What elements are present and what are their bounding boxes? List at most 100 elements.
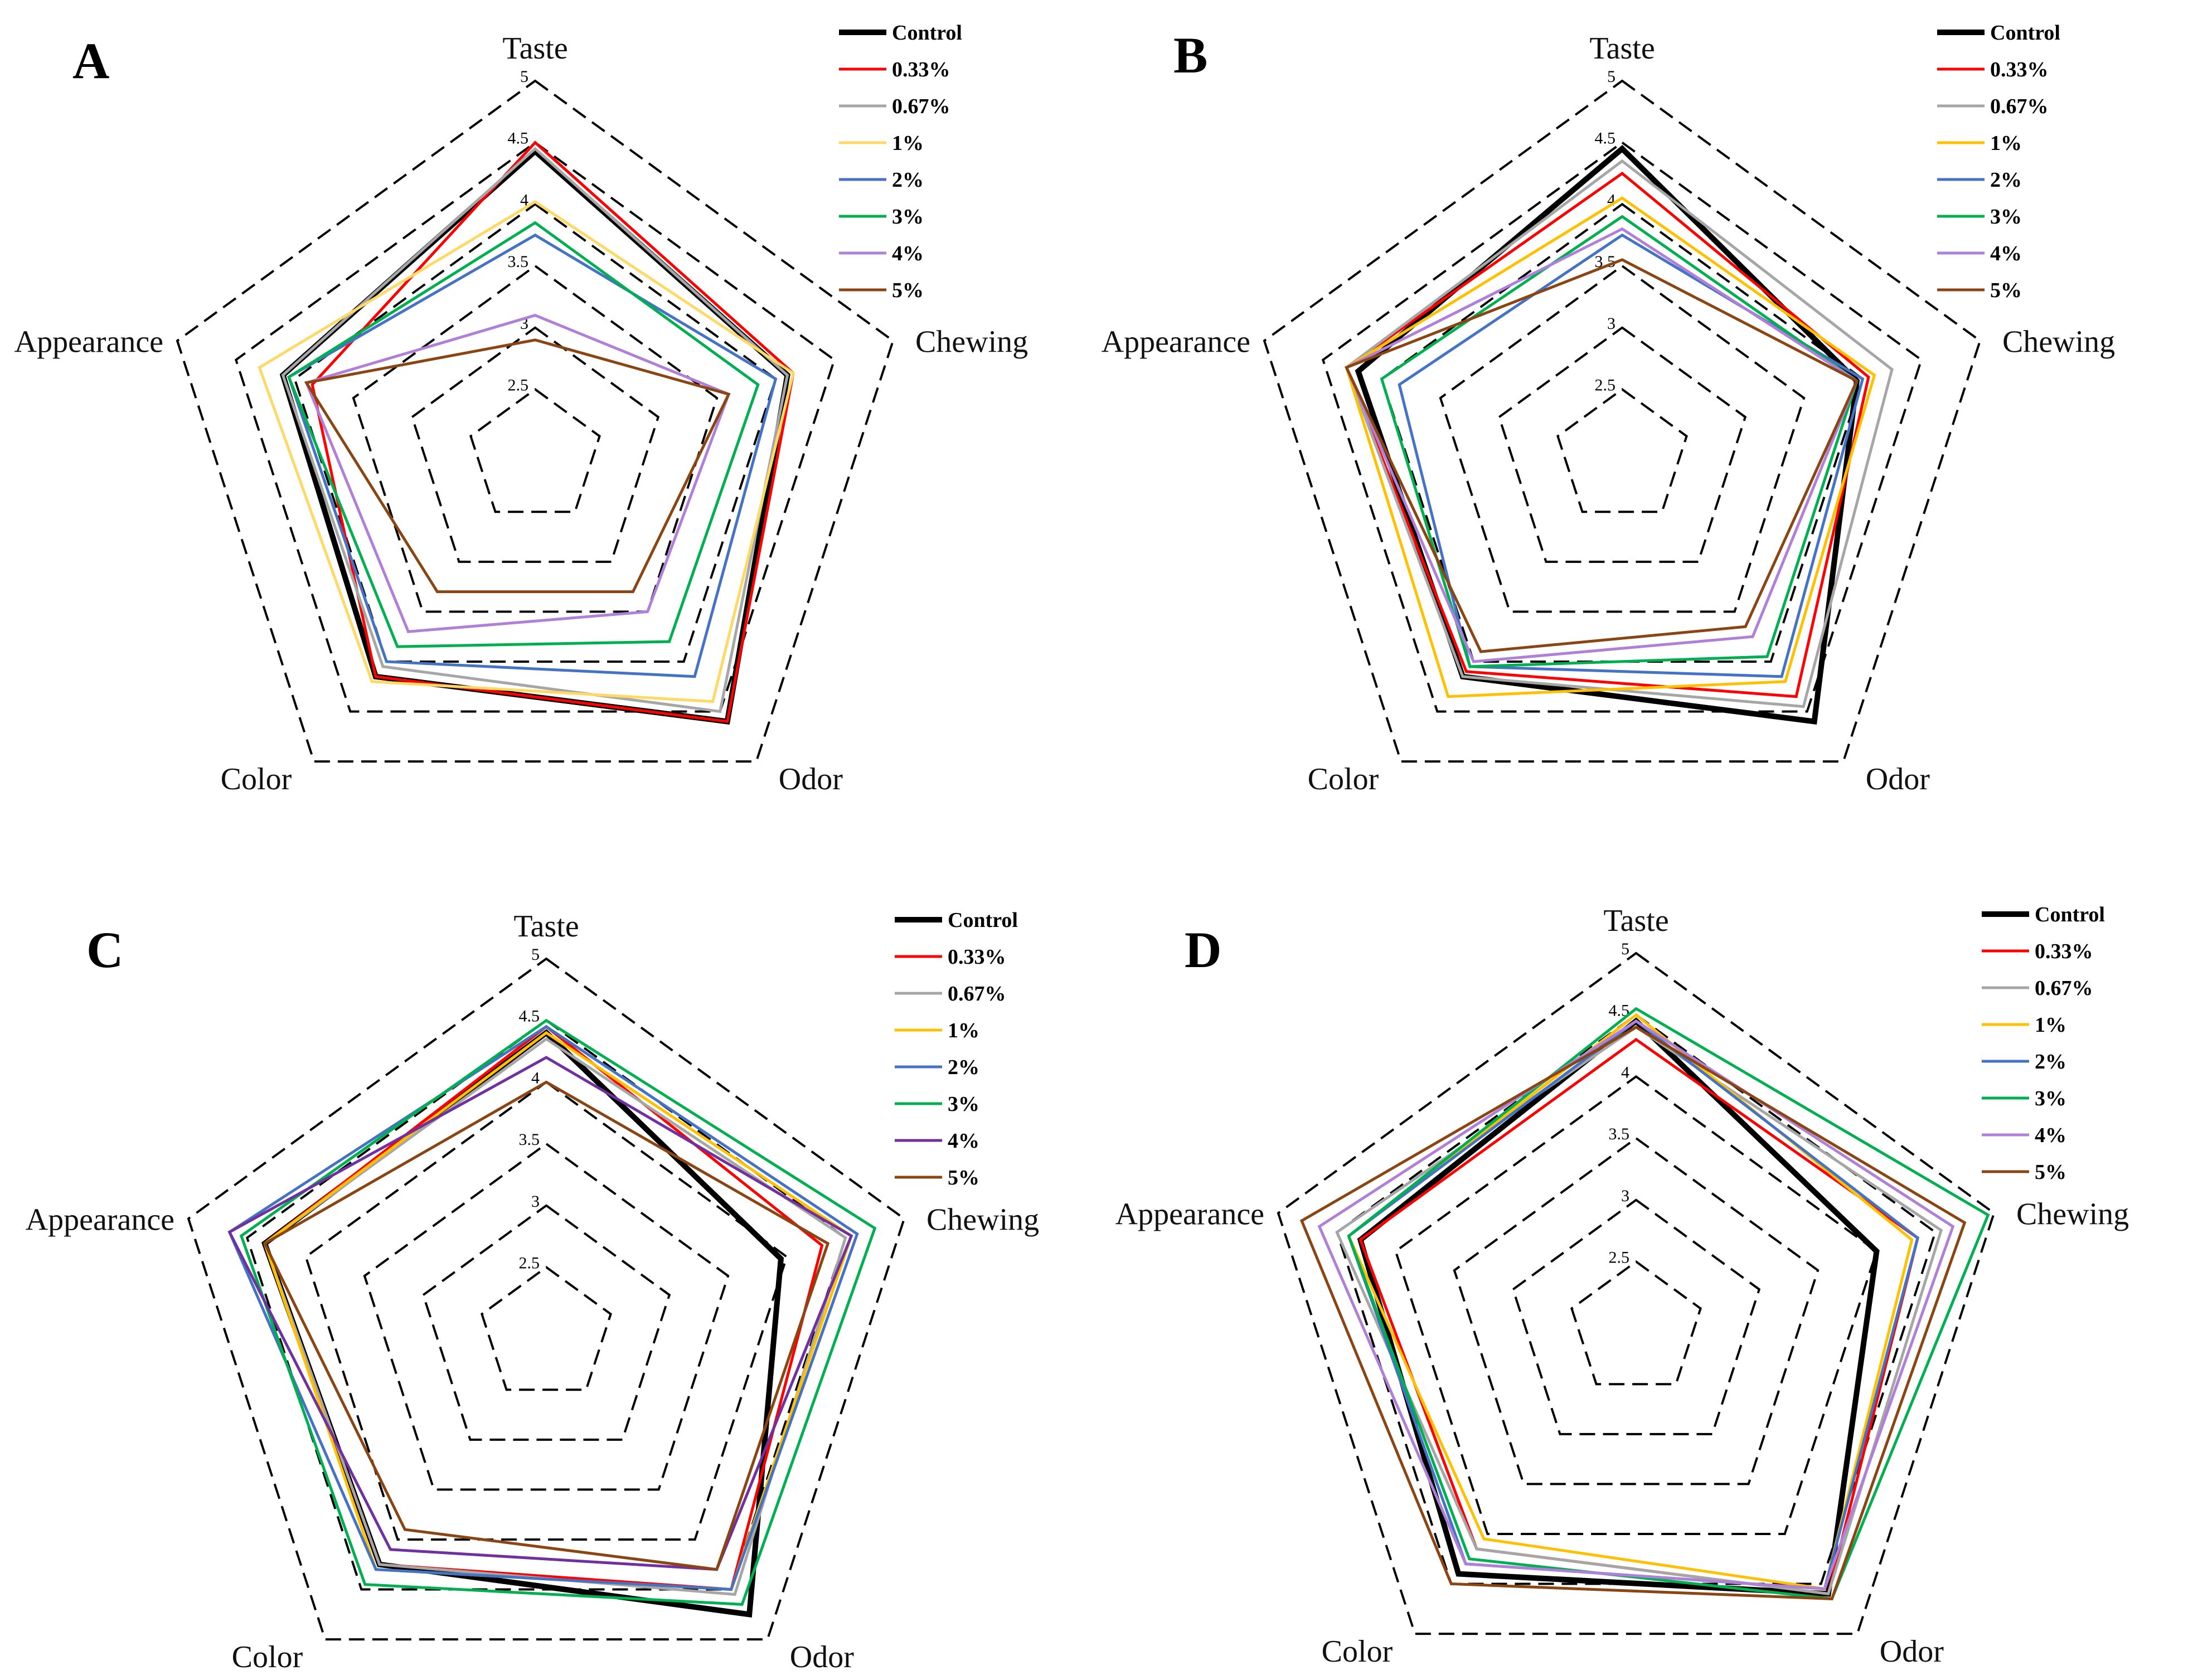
grid-ring bbox=[1511, 1198, 1761, 1435]
grid-ring bbox=[1263, 79, 1982, 763]
legend-label: 0.33% bbox=[892, 58, 950, 81]
axis-label-taste: Taste bbox=[1589, 31, 1655, 66]
legend-label: 1% bbox=[948, 1019, 979, 1042]
legend-label: Control bbox=[1990, 21, 2060, 45]
axis-label-taste: Taste bbox=[513, 909, 579, 944]
grid-ring bbox=[469, 388, 601, 513]
grid-ring bbox=[1570, 1260, 1702, 1386]
legend-label: 0.67% bbox=[892, 95, 950, 118]
grid-ring bbox=[421, 1204, 671, 1441]
radar-panel-a: A2.533.544.55TasteChewingOdorColorAppear… bbox=[14, 21, 1028, 797]
legend-label: 1% bbox=[2035, 1013, 2066, 1037]
legend-label: 0.33% bbox=[948, 945, 1006, 969]
tick-label: 4 bbox=[1621, 1063, 1629, 1081]
tick-label: 5 bbox=[1607, 67, 1615, 86]
tick-label: 4.5 bbox=[1595, 129, 1616, 148]
tick-label: 2.5 bbox=[508, 376, 529, 395]
grid-ring bbox=[187, 957, 906, 1641]
grid-ring bbox=[176, 79, 895, 763]
tick-label: 4 bbox=[531, 1069, 540, 1087]
legend-label: 3% bbox=[948, 1093, 979, 1116]
tick-label: 2.5 bbox=[519, 1254, 540, 1273]
axis-label-chewing: Chewing bbox=[2002, 324, 2115, 359]
series-line-2pct bbox=[227, 1024, 859, 1591]
series-line-5pct bbox=[263, 1080, 830, 1571]
axis-label-appearance: Appearance bbox=[1115, 1197, 1264, 1231]
series-line-5pct bbox=[304, 338, 731, 594]
grid-ring bbox=[352, 264, 719, 613]
legend-label: 0.33% bbox=[1990, 58, 2049, 81]
series-line-5pct bbox=[1344, 258, 1859, 653]
panel-letter: C bbox=[86, 921, 123, 978]
tick-label: 3 bbox=[1621, 1187, 1629, 1205]
series-line-3pct bbox=[1347, 1007, 1990, 1601]
axis-label-chewing: Chewing bbox=[2016, 1197, 2129, 1231]
axis-label-appearance: Appearance bbox=[1102, 324, 1250, 359]
panel-letter: B bbox=[1173, 27, 1207, 84]
tick-label: 4 bbox=[520, 191, 528, 209]
legend-label: 0.67% bbox=[2035, 977, 2093, 1000]
radar-panel-d: D2.533.544.55TasteChewingOdorColorAppear… bbox=[1115, 903, 2129, 1669]
tick-label: 3 bbox=[1607, 314, 1615, 333]
series-line-3pct bbox=[1380, 215, 1859, 668]
axis-label-chewing: Chewing bbox=[926, 1202, 1039, 1237]
axis-label-appearance: Appearance bbox=[26, 1202, 174, 1237]
series-line-4pct bbox=[1317, 1019, 1955, 1591]
legend-label: 2% bbox=[2035, 1050, 2066, 1074]
series-line-control bbox=[1357, 1017, 1880, 1597]
legend-label: 2% bbox=[1990, 168, 2022, 192]
legend-label: 3% bbox=[892, 205, 924, 229]
grid-ring bbox=[1277, 951, 1996, 1635]
legend-label: 1% bbox=[892, 132, 924, 155]
grid-ring bbox=[234, 141, 836, 713]
series-line-2pct bbox=[1347, 1019, 1919, 1591]
tick-label: 5 bbox=[520, 67, 528, 86]
axis-label-odor: Odor bbox=[1880, 1634, 1944, 1669]
legend-label: 3% bbox=[2035, 1087, 2066, 1110]
axis-label-odor: Odor bbox=[779, 762, 843, 797]
legend-label: 1% bbox=[1990, 132, 2022, 155]
legend-label: 5% bbox=[892, 279, 924, 302]
series-line-4pct bbox=[227, 1056, 853, 1571]
legend-label: 5% bbox=[1990, 279, 2022, 302]
series-line-0-67pct bbox=[1335, 1025, 1943, 1596]
series-line-1pct bbox=[1345, 196, 1876, 698]
series-line-2pct bbox=[1398, 233, 1865, 678]
legend-label: 5% bbox=[948, 1166, 979, 1189]
legend-label: 5% bbox=[2035, 1161, 2066, 1184]
panel-letter: A bbox=[72, 32, 109, 89]
tick-label: 5 bbox=[531, 945, 540, 964]
series-line-1pct bbox=[258, 200, 795, 703]
series-line-0-67pct bbox=[1345, 159, 1894, 708]
radar-panel-b: B2.533.544.55TasteChewingOdorColorAppear… bbox=[1102, 21, 2116, 797]
series-line-4pct bbox=[1345, 227, 1859, 663]
grid-ring bbox=[1497, 326, 1747, 563]
axis-label-color: Color bbox=[232, 1640, 303, 1674]
legend-label: 2% bbox=[948, 1056, 979, 1079]
tick-label: 3.5 bbox=[1609, 1125, 1630, 1143]
series-line-4pct bbox=[304, 314, 731, 633]
tick-label: 5 bbox=[1621, 940, 1629, 958]
legend-label: 0.33% bbox=[2035, 940, 2093, 963]
legend-label: 2% bbox=[892, 168, 924, 192]
tick-label: 4.5 bbox=[519, 1007, 540, 1026]
grid-ring bbox=[1453, 1137, 1820, 1485]
series-line-0-67pct bbox=[281, 147, 789, 713]
series-line-0-33pct bbox=[311, 140, 795, 724]
grid-ring bbox=[1439, 264, 1806, 613]
grid-ring bbox=[1394, 1075, 1878, 1535]
series-line-2pct bbox=[287, 233, 778, 678]
series-line-control bbox=[1355, 145, 1860, 725]
tick-label: 4.5 bbox=[508, 129, 529, 148]
legend-label: 4% bbox=[892, 242, 924, 265]
panel-letter: D bbox=[1185, 921, 1221, 978]
axis-label-color: Color bbox=[221, 762, 292, 797]
legend-label: 0.67% bbox=[948, 982, 1006, 1006]
tick-label: 3.5 bbox=[508, 253, 529, 271]
grid-ring bbox=[293, 202, 777, 663]
axis-label-color: Color bbox=[1322, 1634, 1393, 1669]
legend-label: 0.67% bbox=[1990, 95, 2049, 118]
tick-label: 2.5 bbox=[1609, 1249, 1630, 1267]
axis-label-chewing: Chewing bbox=[915, 324, 1028, 359]
